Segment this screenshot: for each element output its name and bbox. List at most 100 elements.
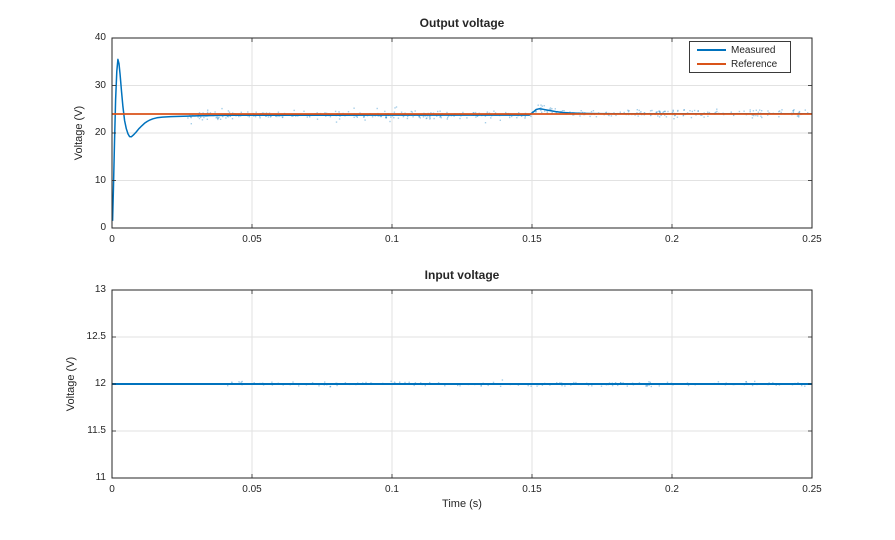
- noise-speckle: [591, 385, 593, 387]
- noise-speckle: [281, 116, 284, 119]
- noise-speckle: [686, 112, 689, 114]
- noise-speckle: [554, 108, 556, 110]
- noise-speckle: [259, 115, 261, 118]
- y-tick-label: 10: [94, 174, 106, 186]
- noise-speckle: [411, 111, 413, 113]
- noise-speckle: [716, 108, 718, 110]
- noise-speckle: [656, 111, 658, 113]
- noise-speckle: [408, 381, 410, 383]
- noise-speckle: [229, 115, 231, 117]
- noise-speckle: [804, 109, 806, 111]
- noise-speckle: [707, 115, 709, 117]
- noise-speckle: [662, 111, 665, 113]
- noise-speckle: [778, 110, 780, 113]
- noise-speckle: [241, 380, 243, 383]
- x-tick-label: 0.15: [522, 234, 542, 245]
- noise-speckle: [365, 381, 367, 384]
- noise-speckle: [682, 115, 684, 117]
- noise-speckle: [733, 114, 735, 117]
- noise-speckle: [605, 111, 608, 113]
- noise-speckle: [660, 114, 662, 116]
- noise-speckle: [759, 109, 761, 111]
- noise-speckle: [400, 111, 403, 113]
- noise-speckle: [429, 118, 431, 120]
- noise-speckle: [768, 382, 770, 384]
- noise-speckle: [209, 112, 212, 114]
- noise-speckle: [197, 116, 199, 118]
- y-tick-label: 40: [94, 32, 106, 43]
- noise-speckle: [674, 114, 676, 117]
- noise-speckle: [402, 116, 405, 118]
- noise-speckle: [676, 116, 679, 118]
- noise-speckle: [270, 115, 272, 117]
- noise-speckle: [414, 110, 416, 112]
- noise-speckle: [541, 105, 543, 107]
- noise-speckle: [425, 117, 427, 120]
- noise-speckle: [228, 111, 231, 113]
- noise-speckle: [339, 115, 341, 117]
- y-tick-label: 0: [100, 222, 106, 233]
- noise-speckle: [648, 384, 650, 386]
- noise-speckle: [395, 106, 398, 108]
- noise-speckle: [535, 111, 537, 113]
- noise-speckle: [276, 115, 278, 118]
- noise-speckle: [437, 382, 440, 384]
- x-tick-label: 0: [109, 484, 115, 495]
- noise-speckle: [414, 382, 417, 384]
- noise-speckle: [190, 116, 192, 118]
- noise-speckle: [324, 112, 326, 114]
- noise-speckle: [572, 114, 574, 116]
- noise-speckle: [550, 109, 552, 111]
- noise-speckle: [646, 385, 648, 387]
- noise-speckle: [390, 380, 392, 382]
- noise-speckle: [703, 116, 705, 118]
- noise-speckle: [798, 116, 800, 118]
- noise-speckle: [667, 110, 669, 113]
- noise-speckle: [683, 109, 685, 111]
- x-tick-label: 0.15: [522, 484, 542, 495]
- noise-speckle: [384, 110, 386, 113]
- y-tick-label: 30: [94, 79, 106, 91]
- noise-speckle: [214, 111, 216, 113]
- noise-speckle: [611, 384, 614, 387]
- noise-speckle: [347, 111, 350, 113]
- legend-entry-reference: Reference: [690, 57, 790, 71]
- noise-speckle: [436, 115, 438, 117]
- noise-speckle: [664, 110, 666, 113]
- noise-speckle: [227, 116, 230, 118]
- noise-speckle: [738, 110, 741, 113]
- noise-speckle: [664, 110, 666, 113]
- noise-speckle: [580, 110, 582, 112]
- noise-speckle: [377, 115, 379, 117]
- noise-speckle: [755, 109, 757, 111]
- noise-speckle: [418, 115, 420, 117]
- noise-speckle: [420, 382, 422, 384]
- noise-speckle: [636, 112, 638, 114]
- noise-speckle: [429, 117, 431, 119]
- noise-speckle: [344, 382, 347, 384]
- noise-speckle: [231, 381, 233, 383]
- noise-speckle: [293, 109, 295, 112]
- noise-speckle: [537, 104, 539, 106]
- noise-speckle: [316, 112, 318, 114]
- noise-speckle: [397, 117, 400, 119]
- noise-speckle: [419, 117, 421, 119]
- y-tick-label: 13: [94, 284, 106, 295]
- noise-speckle: [355, 115, 357, 117]
- noise-speckle: [569, 111, 571, 113]
- noise-speckle: [459, 385, 461, 387]
- noise-speckle: [376, 107, 378, 110]
- noise-speckle: [751, 114, 753, 116]
- noise-speckle: [429, 381, 431, 384]
- noise-speckle: [511, 115, 513, 118]
- noise-speckle: [490, 117, 492, 119]
- noise-speckle: [203, 116, 205, 119]
- noise-speckle: [524, 115, 526, 118]
- noise-speckle: [424, 115, 426, 117]
- noise-speckle: [804, 385, 806, 387]
- noise-speckle: [643, 112, 646, 114]
- noise-speckle: [780, 111, 782, 114]
- noise-speckle: [492, 381, 495, 384]
- noise-speckle: [422, 116, 425, 118]
- noise-speckle: [292, 115, 294, 117]
